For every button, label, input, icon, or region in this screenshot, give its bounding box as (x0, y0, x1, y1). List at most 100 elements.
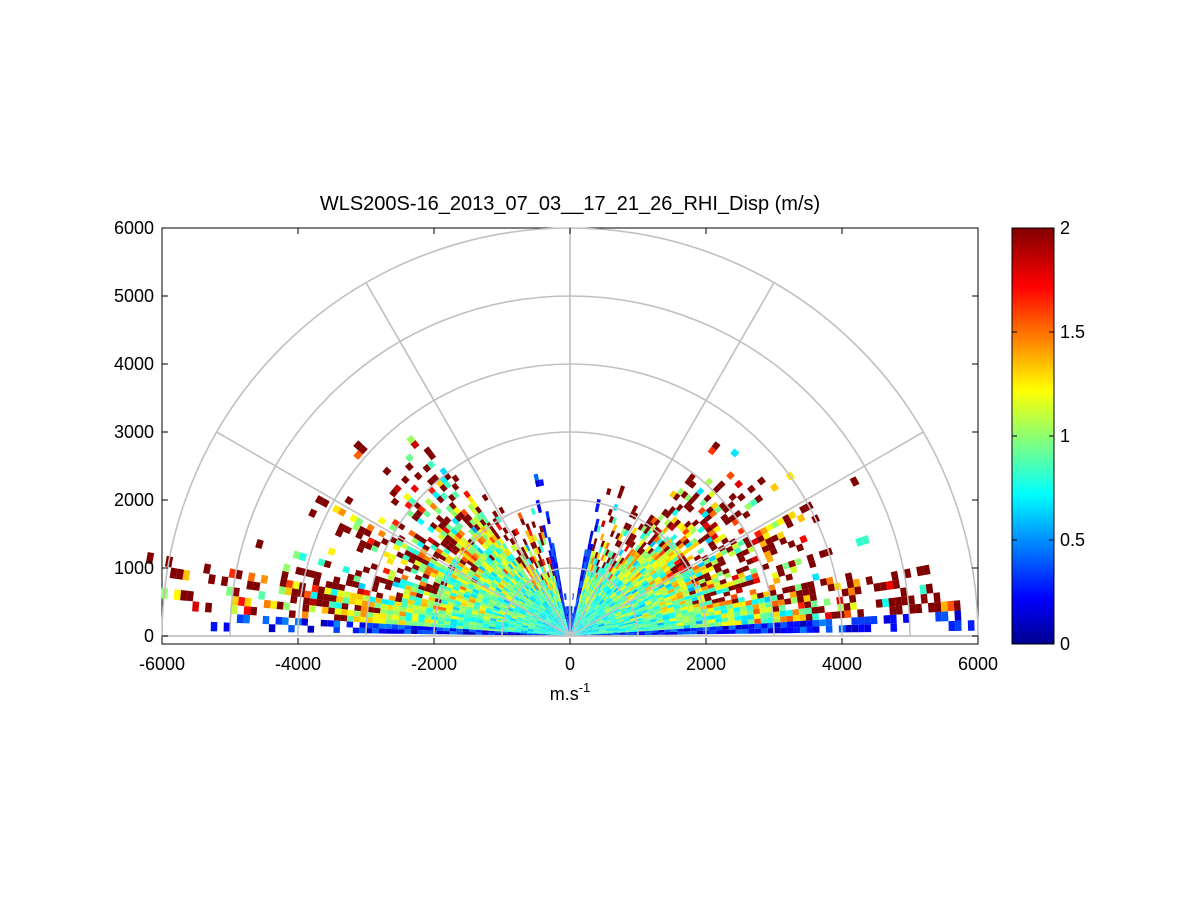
heatmap-cell (663, 621, 671, 625)
heatmap-cell (531, 604, 538, 610)
heatmap-cell (631, 588, 638, 595)
heatmap-cell (489, 599, 496, 604)
heatmap-cell (625, 625, 632, 628)
heatmap-cell (608, 614, 615, 619)
heatmap-cell (888, 597, 896, 607)
heatmap-cell (596, 619, 603, 623)
heatmap-cell (568, 625, 570, 632)
heatmap-cell (598, 623, 605, 627)
heatmap-cell (643, 527, 650, 535)
heatmap-cell (496, 598, 504, 603)
heatmap-cell (630, 587, 637, 593)
heatmap-cell (671, 568, 679, 575)
heatmap-cell (632, 604, 639, 609)
heatmap-cell (594, 558, 599, 566)
heatmap-cell (623, 529, 629, 537)
heatmap-cell (628, 612, 635, 616)
heatmap-cell (543, 622, 550, 626)
heatmap-cell (349, 514, 358, 523)
heatmap-cell (335, 602, 343, 609)
heatmap-cell (353, 616, 361, 623)
heatmap-cell (622, 577, 629, 584)
heatmap-cell (364, 542, 373, 551)
heatmap-cell (593, 586, 598, 593)
heatmap-cell (693, 567, 702, 575)
heatmap-cell (583, 611, 588, 617)
heatmap-cell (669, 620, 677, 625)
heatmap-cell (636, 546, 643, 554)
heatmap-cell (307, 625, 315, 633)
heatmap-cell (650, 618, 657, 623)
heatmap-cell (626, 523, 632, 531)
heatmap-cell (572, 627, 577, 633)
heatmap-cell (533, 561, 539, 569)
heatmap-cell (883, 615, 891, 624)
heatmap-cell (686, 523, 695, 532)
heatmap-cell (682, 592, 691, 598)
heatmap-cell (502, 601, 510, 606)
heatmap-cell (427, 561, 435, 569)
heatmap-cell (474, 506, 482, 514)
heatmap-cell (786, 615, 794, 622)
heatmap-cell (627, 610, 635, 615)
heatmap-cell (521, 623, 529, 627)
heatmap-cell (734, 479, 744, 489)
heatmap-cell (591, 601, 596, 607)
heatmap-cell (684, 531, 693, 539)
heatmap-cell (890, 623, 898, 632)
heatmap-cell (664, 626, 671, 630)
heatmap-cell (624, 538, 631, 546)
x-axis-label: m.s-1 (550, 680, 591, 704)
heatmap-cell (779, 610, 787, 617)
heatmap-cell (523, 575, 529, 583)
heatmap-cell (640, 607, 648, 612)
heatmap-cell (619, 633, 626, 636)
heatmap-cell (596, 559, 601, 567)
heatmap-cell (683, 628, 691, 632)
heatmap-cell (492, 607, 500, 612)
heatmap-cell (592, 612, 598, 617)
heatmap-cell (536, 598, 542, 605)
heatmap-cell (564, 613, 567, 620)
heatmap-cell (560, 587, 563, 594)
heatmap-cell (706, 603, 714, 609)
heatmap-cell (585, 627, 593, 631)
heatmap-cell (617, 540, 623, 548)
heatmap-cell (574, 633, 581, 636)
heatmap-cell (392, 543, 401, 552)
heatmap-cell (456, 628, 463, 632)
heatmap-cell (661, 608, 668, 613)
heatmap-cell (541, 603, 547, 609)
heatmap-cell (823, 598, 831, 606)
heatmap-cell (806, 620, 813, 627)
heatmap-cell (558, 622, 564, 629)
heatmap-cell (517, 571, 524, 579)
heatmap-cell (580, 617, 585, 623)
heatmap-cell (565, 619, 568, 626)
heatmap-cell (677, 579, 686, 586)
heatmap-cell (787, 540, 796, 549)
heatmap-cell (539, 588, 544, 595)
heatmap-cell (477, 612, 485, 617)
heatmap-cell (593, 603, 599, 609)
heatmap-cell (638, 631, 646, 634)
heatmap-cell (632, 629, 639, 632)
heatmap-cell (558, 623, 563, 629)
heatmap-cell (436, 630, 444, 635)
heatmap-cell (556, 616, 561, 623)
heatmap-cell (656, 538, 663, 546)
heatmap-cell (610, 618, 617, 623)
heatmap-cell (556, 624, 563, 630)
heatmap-cell (467, 495, 475, 504)
heatmap-cell (675, 562, 683, 569)
heatmap-cell (393, 576, 401, 584)
heatmap-cell (554, 595, 558, 603)
heatmap-cell (524, 567, 530, 574)
heatmap-cell (490, 552, 498, 559)
heatmap-cell (722, 625, 729, 630)
heatmap-cell (638, 557, 645, 564)
heatmap-cell (697, 526, 706, 534)
heatmap-cell (670, 629, 678, 632)
heatmap-cell (630, 620, 638, 624)
heatmap-cell (586, 576, 590, 584)
